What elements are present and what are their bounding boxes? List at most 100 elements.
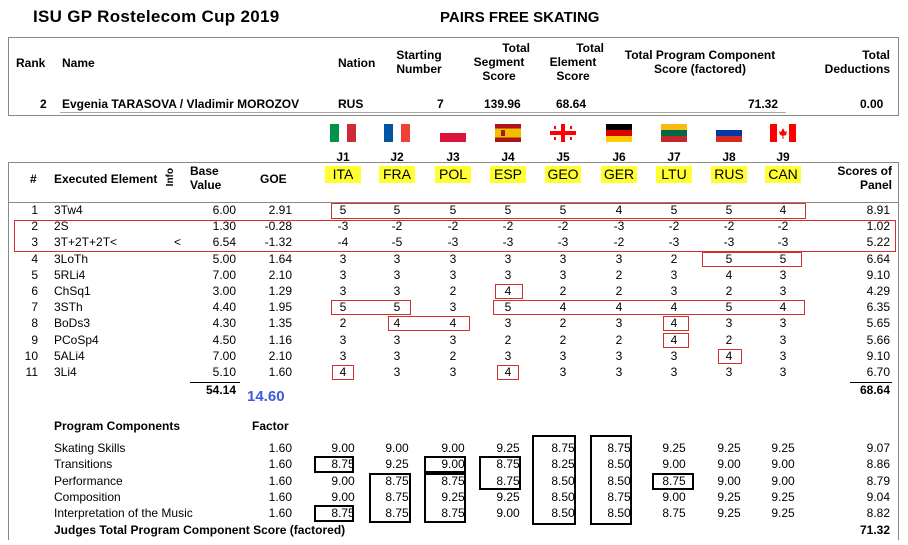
judge-nation-6: GER (601, 166, 637, 183)
flag-icon-ltu (661, 124, 687, 142)
judge-goe-score: 3 (779, 316, 787, 331)
details-left-rule (8, 162, 9, 540)
judge-goe-score: -2 (502, 219, 514, 234)
highlight-box-row8 (388, 316, 470, 332)
element-panel-score: 4.29 (866, 284, 890, 298)
judge-component-score: 9.00 (441, 457, 465, 472)
skater-name: Evgenia TARASOVA / Vladimir MOROZOV (62, 97, 300, 111)
judge-component-score: 9.25 (496, 489, 520, 504)
flag-icon-can (770, 124, 796, 142)
judge-id-8: J8 (722, 150, 736, 164)
col-rank: Rank (16, 56, 46, 70)
judge-goe-score: 2 (449, 284, 457, 298)
judge-goe-score: -2 (668, 219, 680, 234)
component-name: Interpretation of the Music (54, 506, 193, 521)
component-factor: 1.60 (268, 441, 292, 455)
judge-goe-score: 3 (779, 365, 787, 379)
element-panel-score: 9.10 (866, 267, 890, 282)
judge-component-score: 8.75 (496, 457, 520, 472)
element-base-value: 5.00 (212, 251, 236, 266)
judge-goe-score: 5 (559, 203, 567, 217)
judge-goe-score: 3 (559, 365, 567, 379)
element-row-number: 2 (31, 219, 38, 234)
flag-icon-ger (606, 124, 632, 142)
judge-goe-score: 3 (559, 251, 567, 266)
judge-component-score: 8.75 (441, 473, 465, 488)
judge-goe-score: 5 (339, 300, 347, 315)
element-row-number: 1 (31, 203, 38, 217)
component-name: Skating Skills (54, 441, 126, 455)
element-row-number: 4 (31, 251, 38, 266)
component-panel-score: 8.79 (866, 473, 890, 488)
judge-goe-score: 3 (393, 348, 401, 363)
judge-component-score: 8.50 (607, 473, 631, 488)
component-panel-score: 9.04 (866, 489, 890, 504)
element-goe: -0.28 (264, 219, 292, 234)
skater-rank: 2 (40, 97, 47, 111)
highlight-box-row11-b (497, 365, 519, 380)
judge-goe-score: 2 (725, 284, 733, 298)
element-panel-score: 8.91 (866, 203, 890, 217)
judge-component-score: 9.00 (717, 457, 741, 472)
box-j6-all (590, 435, 632, 525)
col-starting-number: Starting Number (396, 48, 442, 76)
element-row-number: 7 (31, 300, 38, 315)
judge-nation-1: ITA (325, 166, 361, 183)
judge-nation-4: ESP (490, 166, 526, 183)
judge-goe-score: 3 (449, 365, 457, 379)
judge-goe-score: 3 (339, 284, 347, 298)
element-row-number: 8 (31, 316, 38, 331)
element-goe: 1.95 (268, 300, 292, 315)
highlight-box-row8-b (663, 316, 689, 332)
element-base-value: 6.00 (212, 203, 236, 217)
box-j3-perf-int (424, 472, 466, 523)
pcs-total-value: 71.32 (859, 523, 890, 537)
element-code: 5RLi4 (54, 267, 86, 282)
col-nation: Nation (338, 56, 376, 70)
judge-component-score: 8.50 (551, 506, 575, 521)
skater-pcs: 71.32 (748, 97, 779, 111)
judge-goe-score: 2 (559, 316, 567, 331)
judge-goe-score: 5 (393, 203, 401, 217)
component-factor: 1.60 (268, 506, 292, 521)
judge-goe-score: 3 (449, 332, 457, 347)
col-base-value: Base Value (190, 164, 222, 192)
judge-goe-score: 3 (504, 267, 512, 282)
judge-component-score: 9.25 (717, 506, 741, 521)
col-name: Name (62, 56, 95, 70)
element-code: 3STh (54, 300, 83, 315)
judge-goe-score: 4 (504, 284, 512, 298)
highlight-box-row10 (718, 348, 742, 364)
flag-icon-rus (716, 124, 742, 142)
judge-goe-score: 3 (670, 365, 678, 379)
judge-goe-score: 2 (559, 332, 567, 347)
page-title: ISU GP Rostelecom Cup 2019 (33, 7, 280, 26)
judge-goe-score: 5 (339, 203, 347, 217)
judge-component-score: 8.50 (551, 473, 575, 488)
judge-component-score: 8.75 (551, 441, 575, 455)
judge-component-score: 9.25 (496, 441, 520, 455)
base-total: 54.14 (205, 383, 236, 397)
judge-goe-score: 4 (670, 332, 678, 347)
judge-goe-score: 4 (339, 365, 347, 379)
judge-component-score: 9.25 (771, 489, 795, 504)
flag-icon-ita (330, 124, 356, 142)
judge-goe-score: 3 (725, 365, 733, 379)
element-code: ChSq1 (54, 284, 91, 298)
judge-component-score: 9.00 (662, 489, 686, 504)
judge-goe-score: 2 (449, 348, 457, 363)
element-code: 3T+2T+2T< (54, 235, 118, 250)
judge-goe-score: 4 (559, 300, 567, 315)
judge-goe-score: 3 (559, 267, 567, 282)
judge-id-2: J2 (390, 150, 404, 164)
judge-component-score: 9.25 (441, 489, 465, 504)
highlight-box-row4 (702, 251, 802, 267)
component-name: Composition (54, 489, 121, 504)
judge-goe-score: 4 (615, 203, 623, 217)
element-goe: 1.35 (268, 316, 292, 331)
judge-goe-score: 3 (339, 267, 347, 282)
flag-icon-esp (495, 124, 521, 142)
highlight-box-rows2-3 (14, 220, 896, 253)
box-j4-trans-perf (479, 456, 521, 491)
judge-goe-score: 4 (670, 316, 678, 331)
